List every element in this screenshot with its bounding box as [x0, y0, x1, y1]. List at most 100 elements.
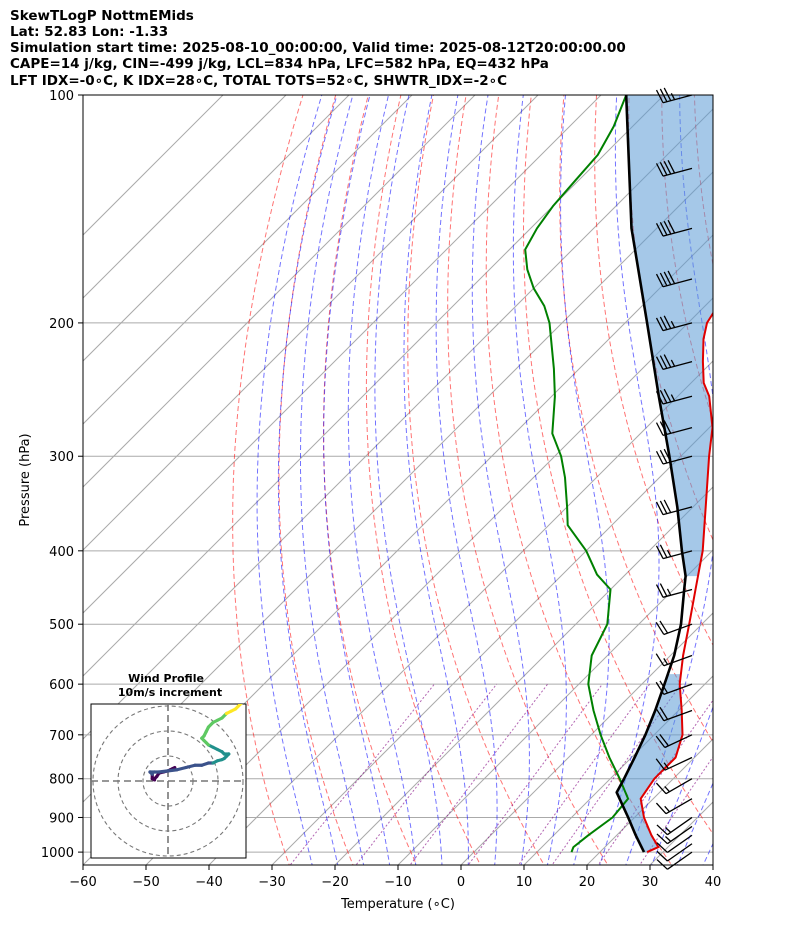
dry-adiabat: [726, 60, 794, 883]
wind-barb: [656, 851, 693, 870]
moist-adiabat: [300, 95, 365, 865]
dry-adiabat: [232, 95, 304, 865]
dry-adiabat: [407, 95, 545, 865]
hodograph-title: Wind Profile: [128, 672, 204, 685]
title-line-1: SkewTLogP NottmEMids: [10, 8, 194, 24]
x-axis-ticks: −60 −50 −40 −30 −20 −10 0 10 20 30 40: [69, 865, 721, 890]
wind-barb: [655, 499, 693, 516]
x-axis-label: Temperature (∘C): [340, 897, 455, 912]
dry-adiabat: [365, 95, 481, 865]
wind-barb: [655, 734, 693, 749]
moist-adiabat: [277, 95, 339, 865]
x-tick-label: −60: [69, 875, 96, 890]
profiles: [524, 95, 713, 854]
hodograph-segment: [249, 693, 251, 695]
moist-adiabat: [599, 95, 660, 865]
wind-barb: [655, 388, 693, 405]
isotherm: [460, 612, 713, 865]
x-tick-label: −30: [258, 875, 285, 890]
wind-barb: [655, 756, 693, 771]
x-tick-label: 0: [457, 875, 465, 890]
x-tick-label: −50: [132, 875, 159, 890]
shaded-area-1: [616, 674, 683, 853]
parcel-profile: [615, 95, 687, 853]
y-axis-label: Pressure (hPa): [18, 433, 33, 526]
dry-adiabat: [757, 60, 794, 883]
x-tick-label: 40: [705, 875, 722, 890]
wind-barb: [656, 816, 693, 836]
wind-barb: [656, 843, 693, 862]
wind-barb: [655, 778, 693, 795]
wind-barbs: [655, 87, 693, 870]
y-tick-label: 900: [49, 811, 74, 826]
x-tick-label: 10: [516, 875, 533, 890]
y-tick-label: 1000: [41, 846, 74, 861]
moist-adiabat: [347, 95, 417, 865]
isotherm: [334, 486, 713, 865]
wind-barb: [655, 315, 693, 332]
moist-adiabat: [512, 95, 567, 865]
y-tick-label: 800: [49, 773, 74, 788]
mixing-ratio-line: [289, 683, 435, 865]
isotherm: [586, 738, 713, 865]
wind-barb: [656, 834, 693, 853]
moist-adiabat: [471, 95, 530, 865]
mixing-ratio-line: [517, 683, 651, 865]
title-line-3: Simulation start time: 2025-08-10_00:00:…: [10, 40, 626, 56]
wind-barb: [655, 159, 693, 177]
x-tick-label: −20: [321, 875, 348, 890]
y-tick-label: 600: [49, 678, 74, 693]
shaded-regions: [616, 95, 713, 853]
isotherm: [758, 60, 794, 883]
wind-barb: [655, 354, 693, 371]
temperature-profile: [639, 311, 713, 854]
wind-barb: [655, 706, 693, 722]
x-tick-label: −10: [384, 875, 411, 890]
isotherm: [83, 95, 413, 425]
mixing-ratio-line: [467, 683, 603, 865]
x-tick-label: 30: [642, 875, 659, 890]
wind-barb: [655, 653, 693, 667]
isotherm: [397, 549, 713, 865]
dry-adiabat: [522, 95, 713, 835]
hodograph-inset: Wind Profile 10m/s increment: [90, 672, 251, 859]
title-line-5: LFT IDX=-0∘C, K IDX=28∘C, TOTAL TOTS=52∘…: [10, 73, 508, 89]
y-tick-label: 300: [49, 450, 74, 465]
wind-barb: [655, 620, 693, 636]
isotherm: [83, 95, 602, 614]
title-line-4: CAPE=14 j/kg, CIN=-499 j/kg, LCL=834 hPa…: [10, 56, 549, 72]
isotherm: [83, 95, 539, 551]
isotherm: [145, 297, 713, 865]
dry-adiabat: [594, 95, 713, 647]
y-tick-label: 500: [49, 618, 74, 633]
wind-barb: [655, 680, 693, 696]
isotherm: [83, 95, 287, 299]
wind-barb: [655, 219, 693, 237]
wind-barb: [655, 448, 693, 465]
x-tick-label: 20: [579, 875, 596, 890]
moist-adiabat: [256, 95, 323, 865]
dewpoint-profile: [524, 95, 630, 853]
hodograph-segment: [242, 700, 244, 702]
isotherm: [83, 95, 476, 488]
y-tick-label: 700: [49, 729, 74, 744]
mixing-ratio-line: [355, 683, 497, 865]
isotherm: [83, 95, 350, 362]
moist-adiabat: [435, 95, 498, 865]
moist-adiabat: [676, 781, 713, 865]
dry-adiabat: [278, 95, 354, 865]
dry-adiabat: [447, 95, 609, 865]
isotherm: [271, 423, 713, 865]
moist-adiabat: [323, 95, 391, 865]
dry-adiabat: [789, 60, 794, 883]
y-axis-ticks: 100 200 300 400 500 600 700 800 900 1000: [41, 89, 83, 861]
isotherm: [208, 360, 713, 865]
wind-barb: [655, 583, 693, 598]
moist-adiabat: [374, 95, 443, 865]
wind-barb: [655, 270, 693, 288]
title-line-2: Lat: 52.83 Lon: -1.33: [10, 24, 169, 40]
y-tick-label: 400: [49, 545, 74, 560]
isotherm: [83, 95, 224, 236]
hodograph-subtitle: 10m/s increment: [118, 686, 222, 699]
moist-adiabat: [560, 95, 610, 865]
